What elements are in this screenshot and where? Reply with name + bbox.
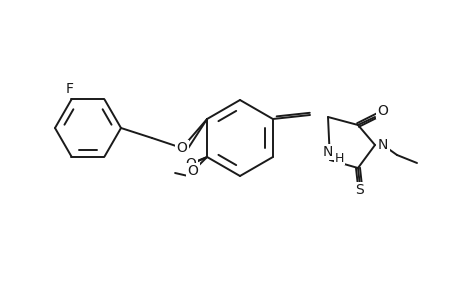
Text: O: O <box>176 141 187 155</box>
Text: N: N <box>322 145 332 159</box>
Text: O: O <box>377 104 387 118</box>
Text: F: F <box>65 82 73 96</box>
Text: H: H <box>334 152 344 164</box>
Text: O: O <box>187 164 198 178</box>
Text: N: N <box>377 138 387 152</box>
Text: S: S <box>355 183 364 197</box>
Text: O: O <box>185 157 196 171</box>
